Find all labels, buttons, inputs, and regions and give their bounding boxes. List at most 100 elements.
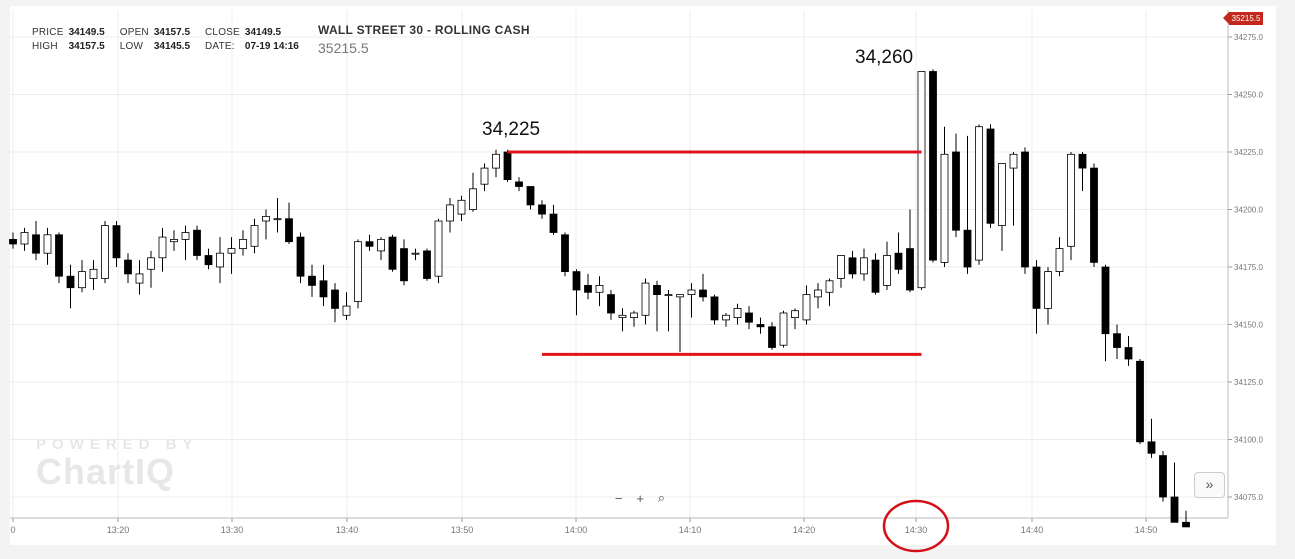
candle-body-down (1032, 266, 1041, 309)
candle (595, 276, 604, 307)
candle (216, 237, 224, 284)
candle (1021, 147, 1029, 274)
candle-body-down (55, 234, 63, 277)
candle-body-down (745, 312, 753, 323)
zoom-controls: − + ⌕ (608, 489, 672, 507)
candle (1044, 267, 1052, 325)
candle-body-down (561, 234, 569, 273)
candle (411, 248, 420, 261)
candle (1009, 152, 1018, 226)
candle (101, 221, 109, 284)
candle-body-down (9, 238, 17, 245)
candle-body-up (1055, 248, 1064, 273)
candle-body-down (193, 229, 201, 256)
candle (1124, 336, 1133, 366)
candle-body-down (906, 248, 914, 291)
chart-frame[interactable] (10, 6, 1276, 545)
y-tick-label: 34275.0 (1234, 33, 1263, 42)
candles-layer (9, 69, 1190, 528)
zoom-in-button[interactable]: + (636, 490, 644, 506)
time-circle-annotation (882, 499, 950, 553)
candle (825, 278, 834, 307)
candle (733, 303, 742, 325)
candle-body-down (1124, 347, 1133, 360)
candle-body-up (883, 255, 891, 286)
candle-body-up (1067, 153, 1075, 247)
candle (1182, 510, 1190, 528)
annotation-high-b: 34,260 (855, 47, 914, 68)
candle (1078, 152, 1087, 192)
price-value: 34149.5 (68, 27, 105, 38)
candle-body-down (331, 289, 339, 309)
candle (492, 149, 500, 178)
candle (377, 237, 385, 261)
candle (400, 239, 408, 286)
magnifier-icon[interactable]: ⌕ (657, 490, 666, 505)
candle-body-up (239, 238, 247, 249)
candle (342, 292, 351, 320)
candle-body-down (848, 257, 857, 275)
candle-body-down (319, 280, 328, 298)
candle (917, 71, 926, 290)
candle (319, 264, 328, 307)
close-label: CLOSE (205, 27, 240, 38)
close-value: 34149.5 (244, 27, 282, 38)
candle (1159, 451, 1167, 502)
candle (503, 149, 512, 182)
candle (66, 264, 75, 309)
candle-body-down (526, 186, 535, 206)
candle (929, 69, 937, 263)
candle-body-up (492, 153, 500, 169)
scroll-to-end-button[interactable]: » (1194, 472, 1225, 498)
candle (480, 163, 489, 192)
candle-body-down (285, 218, 293, 243)
candle (848, 250, 857, 279)
x-tick-label: 13:20 (107, 525, 130, 535)
candle-body-down (1021, 151, 1029, 268)
candle (687, 283, 696, 318)
candle-body-up (722, 314, 730, 321)
candle (9, 232, 17, 249)
candle-body-up (1044, 271, 1052, 309)
x-tick-label: 14:00 (565, 525, 588, 535)
candle-body-up (469, 188, 477, 210)
candle-body-up (814, 289, 822, 298)
candle-body-up (618, 314, 627, 318)
candle (998, 163, 1006, 251)
candle (55, 232, 63, 284)
candle-body-down (871, 259, 880, 293)
x-tick-label: 14:50 (1135, 525, 1158, 535)
candle (124, 253, 132, 284)
x-tick-label: 13:40 (336, 525, 359, 535)
zoom-out-button[interactable]: − (614, 490, 623, 506)
candle (354, 239, 362, 309)
candle (779, 310, 788, 348)
y-tick-label: 34100.0 (1234, 436, 1263, 445)
y-tick-label: 34225.0 (1234, 148, 1263, 157)
y-tick-label: 34150.0 (1234, 321, 1263, 330)
candle-body-up (101, 225, 109, 279)
x-tick-label: 13:50 (451, 525, 474, 535)
candle-body-up (342, 305, 351, 316)
candle (365, 234, 374, 251)
candle (768, 322, 776, 350)
candle (607, 290, 615, 320)
candle (388, 234, 397, 272)
candle (296, 232, 305, 284)
candle-body-down (124, 259, 132, 275)
candle-body-up (250, 225, 259, 247)
candle (308, 264, 316, 297)
candle-body-up (411, 252, 420, 255)
candle (1136, 359, 1144, 445)
high-value: 34157.5 (68, 41, 105, 52)
candle-body-down (423, 250, 431, 279)
y-tick-label: 34125.0 (1234, 378, 1263, 387)
candle (273, 198, 282, 233)
candle (1170, 462, 1179, 523)
candle-body-up (975, 126, 983, 261)
candle-body-down (699, 289, 707, 298)
candle-body-up (216, 252, 224, 268)
x-axis: 0 13:20 13:30 13:40 13:50 14:00 14:10 14:20 14:3… (10, 517, 1228, 535)
low-label: LOW (119, 41, 144, 52)
